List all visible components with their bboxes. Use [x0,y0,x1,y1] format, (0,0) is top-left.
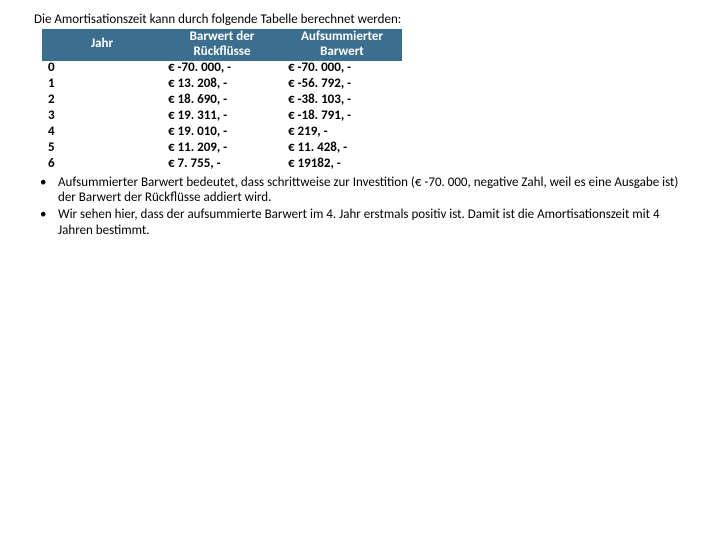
cell-year: 1 [42,77,162,93]
table-row: 6 € 7. 755, - € 19182, - [42,157,402,173]
cell-barwert: € 19. 311, - [162,109,282,125]
bullet-list: Aufsummierter Barwert bedeutet, dass sch… [34,175,686,238]
cell-year: 5 [42,141,162,157]
cell-year: 2 [42,93,162,109]
cell-year: 6 [42,157,162,173]
table-row: 2 € 18. 690, - € -38. 103, - [42,93,402,109]
cell-sum: € 11. 428, - [282,141,402,157]
table-row: 0 € -70. 000, - € -70. 000, - [42,61,402,77]
col-header-barwert-l1: Barwert der [190,29,255,44]
intro-text: Die Amortisationszeit kann durch folgend… [34,12,686,27]
amortisation-table: Jahr Barwert der Rückflüsse Aufsummierte… [42,29,402,173]
cell-barwert: € 11. 209, - [162,141,282,157]
cell-sum: € 219, - [282,125,402,141]
cell-barwert: € 19. 010, - [162,125,282,141]
table-header-row: Jahr Barwert der Rückflüsse Aufsummierte… [42,29,402,61]
cell-barwert: € 7. 755, - [162,157,282,173]
cell-barwert: € 18. 690, - [162,93,282,109]
col-header-barwert: Barwert der Rückflüsse [162,29,282,61]
cell-sum: € -56. 792, - [282,77,402,93]
col-header-sum-l2: Barwert [320,44,364,59]
table-row: 5 € 11. 209, - € 11. 428, - [42,141,402,157]
table-row: 1 € 13. 208, - € -56. 792, - [42,77,402,93]
bullet-item: Wir sehen hier, dass der aufsummierte Ba… [34,207,686,238]
cell-barwert: € 13. 208, - [162,77,282,93]
table-body: 0 € -70. 000, - € -70. 000, - 1 € 13. 20… [42,61,402,173]
cell-year: 3 [42,109,162,125]
col-header-jahr-l1: Jahr [91,36,113,51]
cell-barwert: € -70. 000, - [162,61,282,77]
col-header-barwert-l2: Rückflüsse [193,44,250,59]
cell-year: 0 [42,61,162,77]
cell-sum: € 19182, - [282,157,402,173]
cell-year: 4 [42,125,162,141]
page-container: Die Amortisationszeit kann durch folgend… [0,0,720,238]
col-header-sum: Aufsummierter Barwert [282,29,402,61]
col-header-jahr: Jahr [42,29,162,61]
col-header-sum-l1: Aufsummierter [301,29,383,44]
table-row: 4 € 19. 010, - € 219, - [42,125,402,141]
cell-sum: € -38. 103, - [282,93,402,109]
bullet-item: Aufsummierter Barwert bedeutet, dass sch… [34,175,686,206]
cell-sum: € -70. 000, - [282,61,402,77]
cell-sum: € -18. 791, - [282,109,402,125]
table-row: 3 € 19. 311, - € -18. 791, - [42,109,402,125]
